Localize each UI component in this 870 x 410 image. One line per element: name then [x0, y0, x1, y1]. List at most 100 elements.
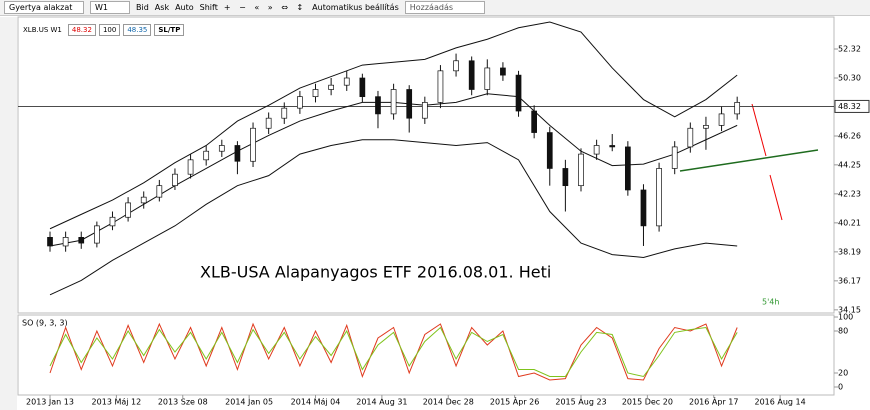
volume[interactable]: 100	[98, 24, 121, 36]
y-tick-label: 42.23	[838, 189, 861, 198]
x-tick-label: 2015 Dec 20	[622, 398, 673, 407]
x-tick-label: 2014 Máj 04	[291, 398, 341, 407]
candle-body	[453, 60, 459, 72]
x-tick-label: 2016 Aug 14	[754, 398, 805, 407]
candle-body	[390, 89, 397, 115]
y-tick-label: 34.15	[838, 305, 861, 314]
candle-body	[593, 145, 600, 155]
candle-body	[47, 237, 53, 247]
candle-body	[500, 67, 506, 76]
x-tick-label: 2013 Jan 13	[26, 398, 74, 407]
candle-body	[437, 70, 444, 103]
y-tick-label: 100	[838, 313, 853, 322]
arrow	[751, 103, 767, 157]
candle-body	[625, 146, 631, 191]
x-tick-label: 2013 Sze 08	[158, 398, 208, 407]
y-tick-label: 0	[838, 383, 843, 392]
band-lower	[49, 139, 738, 296]
candle-body	[718, 113, 725, 126]
candle-body	[562, 168, 569, 187]
candle-body	[546, 132, 553, 169]
bid[interactable]: 48.32	[67, 24, 96, 36]
candle-body	[343, 77, 350, 86]
sltp-button[interactable]: SL/TP	[154, 24, 185, 36]
zoom-tools[interactable]: + − « » ⇔ ↕	[223, 3, 307, 12]
band-upper	[49, 21, 738, 230]
y-tick-label: 80	[838, 327, 848, 336]
candle-body	[156, 185, 163, 198]
price-panel	[17, 16, 835, 314]
y-tick-label: 46.26	[838, 132, 861, 141]
x-tick-label: 2014 Aug 31	[356, 398, 407, 407]
candle-body	[328, 84, 334, 90]
candle-body	[203, 150, 210, 161]
candle-body	[140, 196, 147, 204]
candle-body	[125, 202, 131, 218]
candle-body	[375, 96, 381, 115]
time-left: 5'4h	[762, 298, 779, 307]
candle-body	[250, 127, 256, 162]
y-tick-label: 20	[838, 369, 848, 378]
toolbar: Gyertya alakzat W1 Bid Ask Auto Shift + …	[0, 0, 870, 16]
symbol: XLB.US W1	[23, 26, 62, 34]
ask[interactable]: 48.35	[123, 24, 152, 36]
y-tick-label: 36.17	[838, 276, 861, 285]
oscillator-line	[49, 326, 738, 378]
x-tick-label: 2013 Máj 12	[92, 398, 142, 407]
annotation: XLB-USA Alapanyagos ETF 2016.08.01. Heti	[200, 263, 551, 282]
x-tick-label: 2014 Dec 28	[423, 398, 474, 407]
tool-column	[0, 17, 17, 410]
candle-body	[671, 146, 678, 169]
y-tick-label: 40.21	[838, 218, 861, 227]
toggle[interactable]: Shift	[199, 3, 218, 12]
arrow	[769, 174, 783, 221]
candle-body	[359, 77, 366, 98]
candle-body	[421, 102, 428, 119]
toggle[interactable]: Bid	[136, 3, 149, 12]
toggle[interactable]: Ask	[154, 3, 170, 12]
candle-body	[640, 189, 647, 227]
candle-body	[578, 153, 584, 187]
oscillator-panel	[17, 314, 835, 396]
band-middle	[49, 93, 738, 247]
quote-bar: XLB.US W1 48.32 100 48.35 SL/TP	[20, 24, 185, 36]
candle-body	[281, 107, 288, 119]
x-tick-label: 2015 Aug 23	[555, 398, 606, 407]
last-price-label: 48.32	[838, 102, 861, 111]
candle-body	[484, 67, 491, 90]
oscillator-title: SO (9, 3, 3)	[22, 319, 68, 328]
candle-body	[218, 145, 225, 152]
candle-body	[687, 127, 694, 148]
y-tick-label: 50.30	[838, 74, 861, 83]
candle-body	[734, 102, 741, 115]
candle-body	[703, 125, 709, 129]
last-price-box	[834, 99, 870, 113]
y-tick-label: 38.19	[838, 247, 861, 256]
candle-body	[187, 159, 194, 175]
candle-body	[297, 96, 303, 109]
candle-body	[531, 110, 537, 133]
x-tick-label: 2015 Ápr 26	[490, 396, 539, 407]
candle-body	[515, 74, 522, 112]
candle-body	[234, 145, 241, 162]
candle-body	[109, 216, 116, 227]
candle-body	[406, 89, 413, 119]
candle-body	[312, 89, 319, 98]
candle-body	[62, 237, 69, 247]
candle-body	[468, 60, 475, 90]
y-tick-label: 44.25	[838, 160, 861, 169]
candle-body	[609, 145, 616, 148]
style-select[interactable]: Gyertya alakzat	[4, 1, 84, 14]
timeframe-select[interactable]: W1	[90, 1, 130, 14]
x-tick-label: 2014 Jan 05	[225, 398, 273, 407]
candle-body	[172, 173, 178, 187]
auto-setting[interactable]: Automatikus beállítás	[312, 3, 399, 12]
add-button[interactable]: Hozzáadás	[404, 1, 485, 14]
y-tick-label: 52.32	[838, 45, 861, 54]
oscillator-line	[49, 322, 738, 381]
toggle[interactable]: Auto	[175, 3, 194, 12]
candle-body	[656, 168, 662, 227]
x-tick-label: 2016 Ápr 17	[689, 396, 738, 407]
